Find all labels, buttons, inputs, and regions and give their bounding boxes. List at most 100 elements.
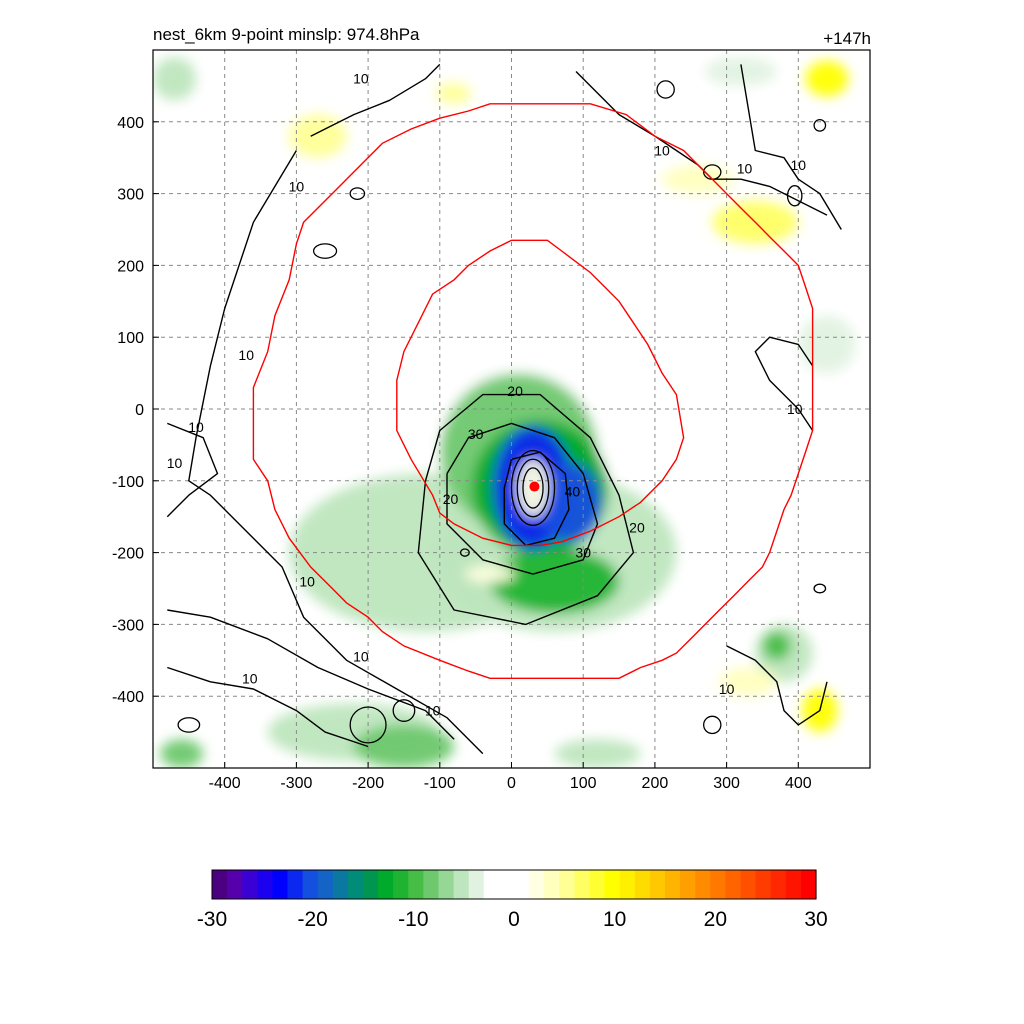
colorbar-swatch (483, 870, 500, 899)
contour-label: 10 (737, 160, 753, 176)
colorbar-tick-label: 30 (804, 908, 827, 931)
colorbar-swatch (378, 870, 394, 899)
closed-contour (522, 467, 544, 509)
contour-label: 10 (425, 703, 441, 719)
y-tick-label: 300 (117, 187, 144, 204)
closed-contour (177, 717, 201, 733)
contour-label: 10 (242, 670, 258, 686)
contour-label: 10 (289, 178, 305, 194)
y-axis: 400 300 200 100 0 -100 -200 -300 -400 (112, 115, 159, 706)
colorbar-swatch (800, 870, 817, 899)
closed-contour (786, 185, 803, 207)
contour-line (503, 451, 570, 547)
y-tick-label: -400 (112, 689, 144, 706)
shaded-region (210, 207, 268, 252)
colorbar-tick-label: -30 (197, 908, 227, 931)
x-tick-label: 100 (570, 775, 597, 792)
lead-time-label: +147h (823, 29, 871, 48)
x-tick-label: -100 (424, 775, 456, 792)
colorbar-swatch (363, 870, 379, 899)
shaded-region (489, 549, 620, 614)
colorbar-tick-label: -20 (297, 908, 327, 931)
contour-label: 10 (188, 419, 204, 435)
contour-line (310, 63, 441, 137)
colorbar-swatch (604, 870, 621, 899)
colorbar-swatch (619, 870, 636, 899)
closed-contour (656, 80, 675, 99)
contour-line (726, 645, 828, 726)
nest-boundary-outer (252, 103, 814, 679)
colorbar-swatch (785, 870, 802, 899)
colorbar-ticks: -30 -20 -10 0 10 20 30 (197, 908, 828, 931)
y-tick-label: 100 (117, 330, 144, 347)
colorbar-swatch (529, 870, 545, 899)
storm-center-group (529, 481, 540, 492)
contour-line (188, 150, 484, 755)
closed-contour (392, 699, 416, 722)
closed-contour (459, 548, 470, 557)
shaded-region (798, 315, 856, 374)
contour-line (740, 64, 842, 230)
shaded-region (464, 565, 516, 583)
colorbar-swatch (574, 870, 591, 899)
colorbar-swatch (408, 870, 424, 899)
closed-contour (813, 583, 827, 594)
contour-label: 10 (654, 143, 670, 159)
shaded-region (805, 60, 849, 97)
contour-label: 10 (791, 157, 807, 173)
y-tick-label: -200 (112, 546, 144, 563)
contour-line (167, 609, 455, 740)
colorbar-swatch (317, 870, 334, 899)
colorbar-swatch (725, 870, 742, 899)
shaded-region (289, 114, 347, 158)
closed-contour (516, 458, 550, 518)
shaded-region (160, 739, 204, 768)
colorbar-swatch (695, 870, 711, 899)
colorbar-swatch (559, 870, 575, 899)
shaded-region (353, 724, 455, 768)
colorbar-swatch (755, 870, 772, 899)
contour-line (166, 422, 219, 518)
shaded-region (436, 82, 473, 104)
colorbar-swatch (680, 870, 696, 899)
contour-label: 10 (299, 573, 315, 589)
colorbar-swatch (740, 870, 757, 899)
contour-label: 20 (629, 519, 645, 535)
contour-label: 20 (443, 491, 459, 507)
y-tick-label: -100 (112, 474, 144, 491)
x-tick-label: 400 (785, 775, 812, 792)
nest-boundary-inner (396, 239, 685, 547)
colorbar-swatch (272, 870, 289, 899)
colorbar-swatch (242, 870, 258, 899)
chart-title: nest_6km 9-point minslp: 974.8hPa (153, 25, 420, 44)
colorbar-tick-label: 0 (508, 908, 520, 931)
nest-boundaries (252, 103, 814, 679)
contour-label: 40 (565, 484, 581, 500)
closed-contour (349, 187, 366, 200)
colorbar-swatch (332, 870, 349, 899)
shaded-region (554, 739, 641, 768)
x-tick-label: -400 (209, 775, 241, 792)
colorbar-swatch (649, 870, 666, 899)
closed-contour (703, 715, 722, 735)
colorbar-tick-label: 20 (704, 908, 727, 931)
colorbar-swatch (393, 870, 409, 899)
shaded-region (705, 57, 777, 86)
colorbar-swatch (498, 870, 515, 899)
contour-lines (166, 63, 842, 755)
y-tick-label: 200 (117, 258, 144, 275)
y-tick-label: -300 (112, 617, 144, 634)
colorbar-tick-label: -10 (398, 908, 428, 931)
contour-line (417, 393, 635, 626)
x-tick-label: 200 (642, 775, 669, 792)
contour-line (167, 666, 369, 748)
colorbar-swatch (544, 870, 560, 899)
colorbar-swatch (212, 870, 228, 899)
colorbar-swatch (634, 870, 651, 899)
contour-line (754, 336, 814, 431)
colorbar-swatch (589, 870, 606, 899)
shaded-field (153, 57, 856, 768)
shaded-region (719, 667, 777, 697)
shaded-region (762, 631, 792, 661)
